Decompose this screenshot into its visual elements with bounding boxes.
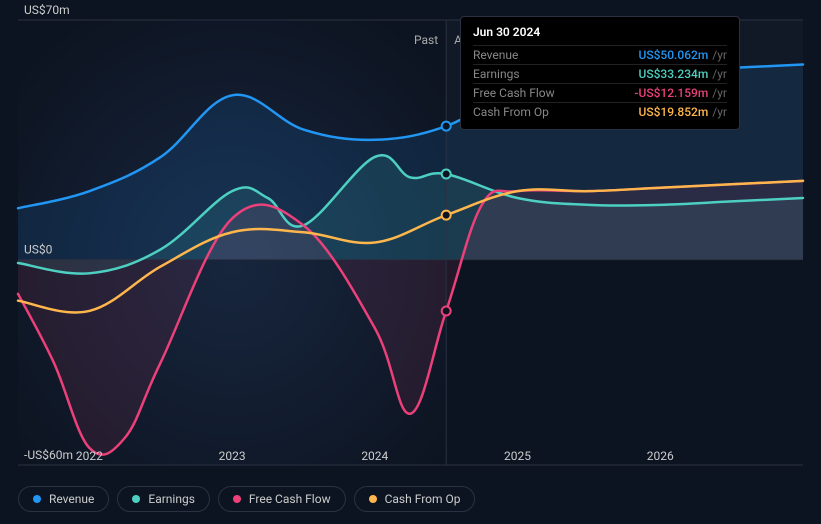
legend-dot-icon	[233, 495, 241, 503]
tooltip-row: Revenue US$50.062m/yr	[473, 45, 727, 64]
legend-item-cfo[interactable]: Cash From Op	[354, 486, 476, 512]
tooltip-row-value: US$33.234m	[638, 67, 708, 81]
tooltip-row-label: Earnings	[473, 67, 520, 81]
legend-label: Cash From Op	[385, 492, 461, 506]
legend-label: Earnings	[148, 492, 195, 506]
tooltip-row-unit: /yr	[712, 105, 727, 119]
legend: Revenue Earnings Free Cash Flow Cash From O…	[18, 486, 475, 512]
earnings-marker	[442, 170, 451, 179]
tooltip-row-label: Free Cash Flow	[473, 86, 555, 100]
tooltip-row: Earnings US$33.234m/yr	[473, 64, 727, 83]
tooltip-row: Cash From Op US$19.852m/yr	[473, 102, 727, 121]
legend-item-earnings[interactable]: Earnings	[117, 486, 210, 512]
cfo-marker	[442, 211, 451, 220]
tooltip-row: Free Cash Flow -US$12.159m/yr	[473, 83, 727, 102]
x-axis-label: 2022	[76, 449, 103, 463]
x-axis-label: 2023	[219, 449, 246, 463]
legend-dot-icon	[369, 495, 377, 503]
x-axis-label: 2024	[361, 449, 388, 463]
fcf-marker	[442, 306, 451, 315]
chart-container: US$70mUS$0-US$60mPastAnalysts Forecasts2…	[0, 0, 821, 524]
legend-label: Revenue	[49, 492, 94, 506]
tooltip-row-value: -US$12.159m	[634, 86, 708, 100]
tooltip-row-unit: /yr	[712, 67, 727, 81]
tooltip: Jun 30 2024 RevenueUS$50.062m/yrEarnings…	[460, 16, 740, 130]
revenue-marker	[442, 122, 451, 131]
past-label: Past	[414, 33, 438, 47]
tooltip-row-value: US$19.852m	[638, 105, 708, 119]
tooltip-title: Jun 30 2024	[473, 25, 727, 39]
tooltip-row-unit: /yr	[712, 86, 727, 100]
tooltip-row-unit: /yr	[712, 48, 727, 62]
tooltip-row-label: Revenue	[473, 48, 518, 62]
tooltip-row-label: Cash From Op	[473, 105, 549, 119]
y-axis-label: US$0	[24, 243, 53, 257]
y-axis-label: US$70m	[24, 3, 70, 17]
y-axis-label: -US$60m	[24, 448, 73, 462]
legend-item-revenue[interactable]: Revenue	[18, 486, 109, 512]
tooltip-row-value: US$50.062m	[638, 48, 708, 62]
x-axis-label: 2025	[504, 449, 531, 463]
legend-label: Free Cash Flow	[249, 492, 331, 506]
legend-item-fcf[interactable]: Free Cash Flow	[218, 486, 346, 512]
legend-dot-icon	[33, 495, 41, 503]
legend-dot-icon	[132, 495, 140, 503]
x-axis-label: 2026	[647, 449, 674, 463]
